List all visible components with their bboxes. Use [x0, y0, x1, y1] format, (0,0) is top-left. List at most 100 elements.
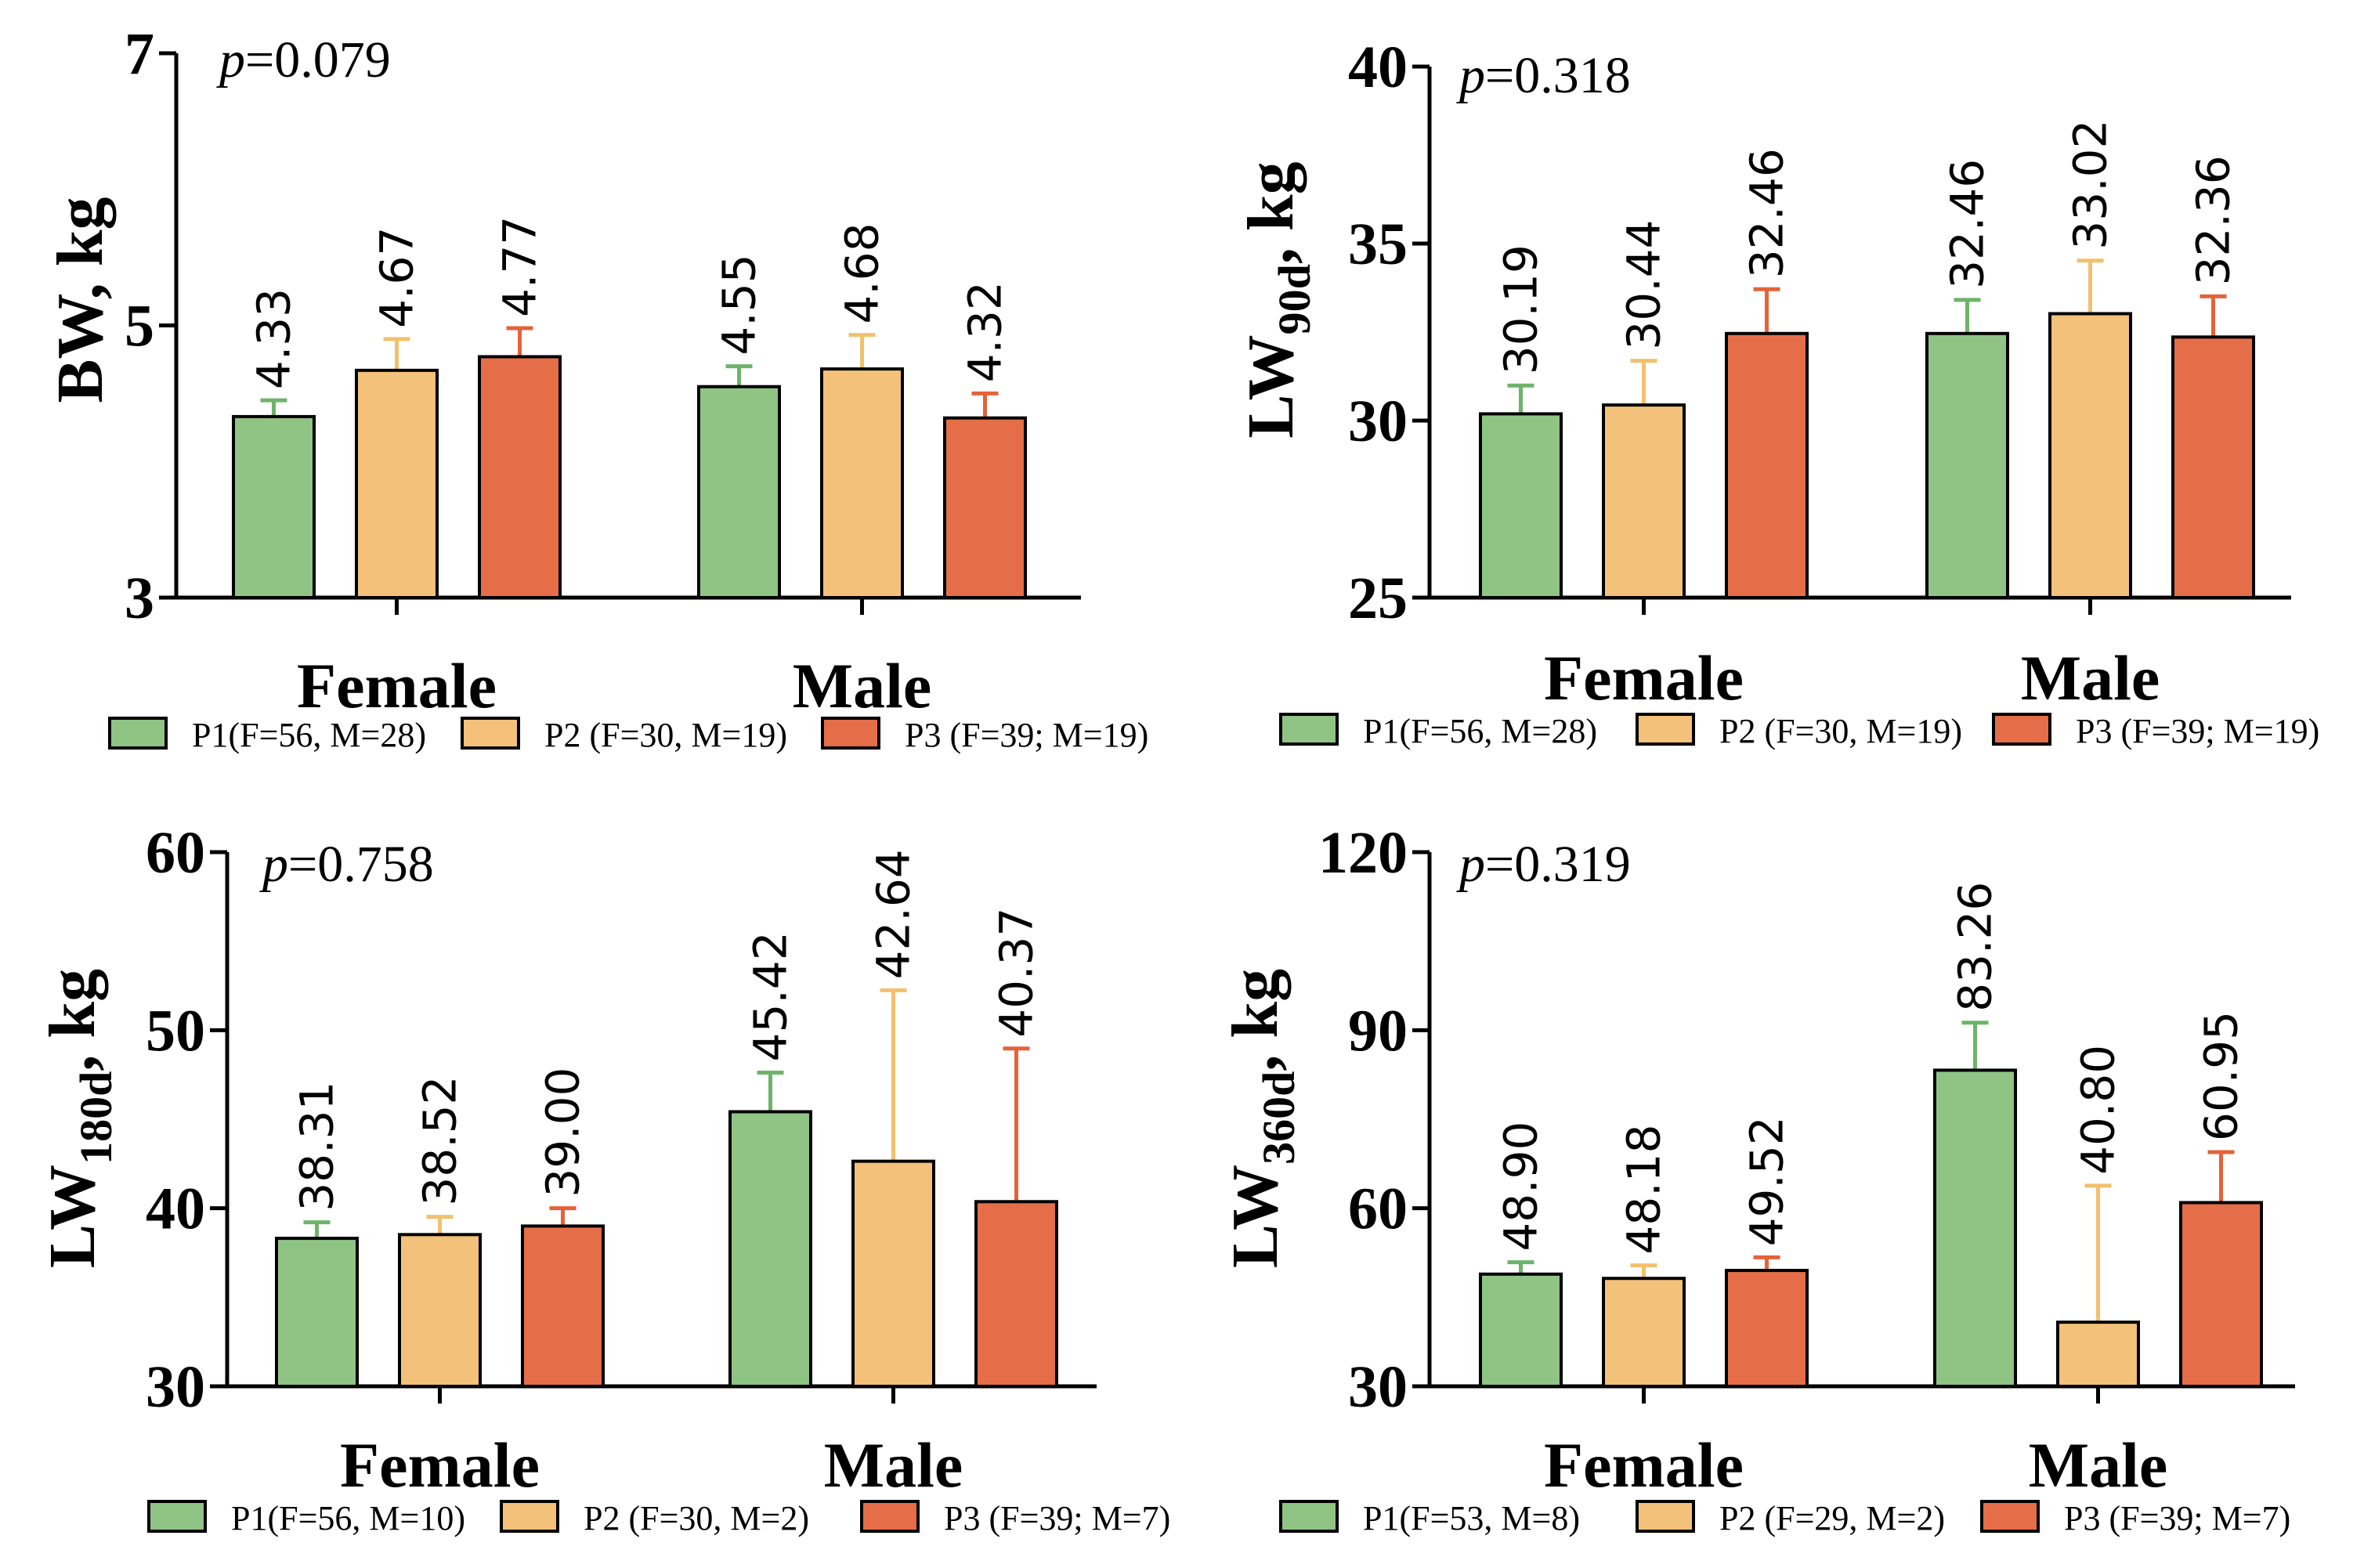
legend-label-p2: P2 (F=30, M=19) — [1719, 712, 1962, 750]
data-label: 38.31 — [291, 1082, 344, 1212]
data-label: 45.42 — [744, 931, 797, 1061]
bar-p3-male — [943, 416, 1027, 600]
data-label: 32.46 — [1941, 159, 1994, 289]
data-label: 48.18 — [1618, 1125, 1671, 1255]
legend-swatch-p3 — [860, 1500, 920, 1533]
category-label: Female — [1544, 1429, 1744, 1501]
y-tick-label: 40 — [1348, 34, 1408, 100]
legend-label-p3: P3 (F=39; M=19) — [2076, 712, 2319, 750]
legend-swatch-p2 — [500, 1500, 559, 1533]
p-value-label: p=0.319 — [1456, 836, 1631, 893]
p-value-symbol: p — [216, 31, 245, 89]
legend-label-p3: P3 (F=39; M=7) — [944, 1499, 1170, 1537]
legend-label-p3: P3 (F=39; M=7) — [2064, 1499, 2290, 1537]
p-value-number: =0.318 — [1485, 47, 1631, 104]
category-label: Female — [1544, 642, 1744, 714]
y-tick-label: 60 — [146, 820, 205, 886]
y-tick-label: 120 — [1318, 820, 1408, 886]
p-value-label: p=0.758 — [259, 836, 434, 893]
data-label: 4.68 — [836, 223, 889, 324]
legend-label-p1: P1(F=56, M=28) — [192, 716, 426, 754]
bar-p3-female — [521, 1224, 605, 1389]
p-value-label: p=0.079 — [216, 31, 391, 89]
legend-swatch-p2 — [1636, 713, 1695, 746]
y-tick-label: 5 — [125, 294, 154, 359]
y-tick-label: 30 — [1348, 1354, 1408, 1420]
bar-p3-female — [478, 355, 562, 599]
category-label: Male — [2029, 1429, 2168, 1501]
y-tick-label: 40 — [146, 1176, 205, 1242]
bar-p1-female — [275, 1237, 359, 1389]
bar-p2-female — [355, 368, 439, 599]
p-value-symbol: p — [1456, 47, 1485, 104]
y-tick-label: 30 — [146, 1354, 205, 1420]
bar-p2-male — [820, 367, 904, 599]
data-label: 40.80 — [2072, 1045, 2125, 1175]
data-label: 60.95 — [2195, 1011, 2248, 1141]
bar-p3-male — [2179, 1201, 2263, 1388]
legend-swatch-p3 — [821, 717, 880, 750]
legend-swatch-p2 — [1636, 1500, 1695, 1533]
legend-swatch-p1 — [147, 1500, 207, 1533]
p-value-number: =0.079 — [245, 31, 391, 89]
p-value-number: =0.758 — [288, 836, 434, 893]
data-label: 39.00 — [537, 1068, 590, 1198]
bar-p2-female — [398, 1233, 482, 1389]
bar-p2-male — [851, 1159, 935, 1388]
category-label: Male — [2021, 642, 2160, 714]
category-label: Female — [340, 1429, 540, 1501]
y-axis-label-main: LW — [36, 1165, 109, 1268]
y-tick-label: 35 — [1348, 211, 1408, 277]
legend-label-p1: P1(F=53, M=8) — [1363, 1499, 1580, 1537]
p-value-symbol: p — [1456, 836, 1485, 893]
y-axis-label-main: LW — [1219, 1165, 1292, 1268]
y-axis-label: LW180d, kg — [36, 969, 121, 1268]
data-label: 4.55 — [713, 254, 766, 355]
data-label: 30.19 — [1495, 244, 1548, 374]
data-label: 4.77 — [493, 216, 547, 317]
y-axis-label: LW90d, kg — [1234, 161, 1320, 438]
legend-label-p2: P2 (F=29, M=2) — [1719, 1499, 1945, 1537]
legend-swatch-p2 — [461, 717, 520, 750]
data-label: 4.67 — [371, 227, 424, 328]
data-label: 83.26 — [1949, 882, 2002, 1012]
y-tick-label: 30 — [1348, 388, 1408, 454]
legend-label-p2: P2 (F=30, M=2) — [584, 1499, 809, 1537]
bar-p3-male — [2171, 335, 2255, 599]
bar-p2-male — [2048, 312, 2132, 599]
data-label: 48.90 — [1495, 1122, 1548, 1252]
bar-p3-male — [974, 1200, 1058, 1389]
y-axis-label-subscript: 360d — [1253, 1071, 1304, 1165]
bar-p2-female — [1602, 1277, 1686, 1388]
data-label: 49.52 — [1740, 1116, 1794, 1246]
y-axis-label: BW, kg — [44, 197, 117, 403]
legend-swatch-p1 — [1279, 713, 1339, 746]
bar-p1-female — [1479, 412, 1563, 599]
legend-label-p1: P1(F=56, M=10) — [231, 1499, 465, 1537]
category-label: Female — [297, 650, 497, 721]
data-label: 4.32 — [959, 281, 1012, 382]
y-tick-label: 7 — [125, 21, 154, 87]
data-label: 42.64 — [867, 849, 920, 979]
data-label: 38.52 — [414, 1076, 467, 1206]
category-label: Male — [824, 1429, 963, 1501]
bar-p1-male — [728, 1110, 812, 1389]
legend-label-p2: P2 (F=30, M=19) — [544, 716, 787, 754]
legend-label-p3: P3 (F=39; M=19) — [905, 716, 1148, 754]
legend-swatch-p1 — [108, 717, 168, 750]
category-label: Male — [793, 650, 932, 721]
legend-label-p1: P1(F=56, M=28) — [1363, 712, 1597, 750]
y-tick-label: 50 — [146, 998, 205, 1064]
bar-p3-female — [1725, 1269, 1809, 1389]
data-label: 32.36 — [2187, 155, 2240, 285]
data-label: 4.33 — [248, 288, 301, 389]
p-value-number: =0.319 — [1485, 836, 1631, 893]
chart-panel-2: 25 30 35 40 LW90d, kg p=0.318 30.19 30.44 32.46 F… — [1234, 34, 2319, 750]
bar-p2-female — [1602, 403, 1686, 599]
data-label: 40.37 — [990, 908, 1043, 1038]
bar-p1-female — [1479, 1272, 1563, 1389]
y-axis-label: LW360d, kg — [1219, 969, 1304, 1268]
legend-swatch-p3 — [1980, 1500, 2040, 1533]
p-value-label: p=0.318 — [1456, 47, 1631, 104]
y-tick-label: 60 — [1348, 1176, 1408, 1242]
